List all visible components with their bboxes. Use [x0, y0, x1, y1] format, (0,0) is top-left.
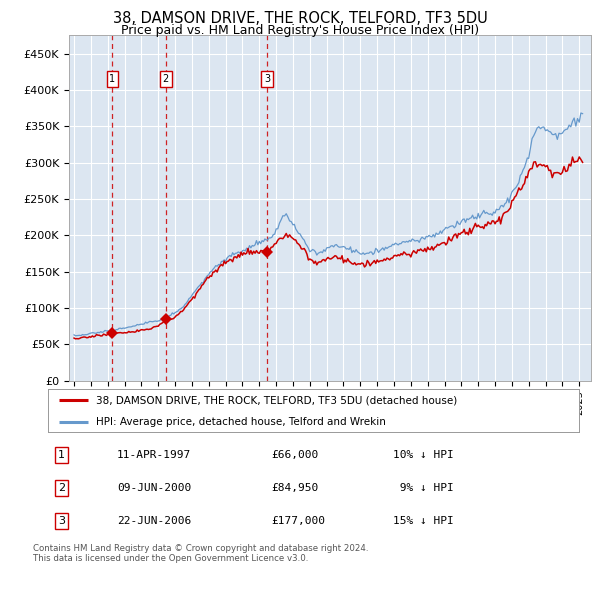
Text: HPI: Average price, detached house, Telford and Wrekin: HPI: Average price, detached house, Telf… — [96, 417, 386, 427]
Text: 2: 2 — [58, 483, 65, 493]
Text: 3: 3 — [58, 516, 65, 526]
Text: £177,000: £177,000 — [271, 516, 325, 526]
Text: 22-JUN-2006: 22-JUN-2006 — [117, 516, 191, 526]
Text: £84,950: £84,950 — [271, 483, 318, 493]
Text: 9% ↓ HPI: 9% ↓ HPI — [393, 483, 454, 493]
Text: 38, DAMSON DRIVE, THE ROCK, TELFORD, TF3 5DU: 38, DAMSON DRIVE, THE ROCK, TELFORD, TF3… — [113, 11, 487, 25]
Text: 11-APR-1997: 11-APR-1997 — [117, 450, 191, 460]
Text: 10% ↓ HPI: 10% ↓ HPI — [393, 450, 454, 460]
Text: Price paid vs. HM Land Registry's House Price Index (HPI): Price paid vs. HM Land Registry's House … — [121, 24, 479, 37]
Text: Contains HM Land Registry data © Crown copyright and database right 2024.
This d: Contains HM Land Registry data © Crown c… — [33, 544, 368, 563]
Text: 2: 2 — [163, 74, 169, 84]
Text: 3: 3 — [264, 74, 270, 84]
Text: 1: 1 — [58, 450, 65, 460]
Text: 1: 1 — [109, 74, 116, 84]
Text: 15% ↓ HPI: 15% ↓ HPI — [393, 516, 454, 526]
Text: £66,000: £66,000 — [271, 450, 318, 460]
Text: 09-JUN-2000: 09-JUN-2000 — [117, 483, 191, 493]
Text: 38, DAMSON DRIVE, THE ROCK, TELFORD, TF3 5DU (detached house): 38, DAMSON DRIVE, THE ROCK, TELFORD, TF3… — [96, 395, 457, 405]
